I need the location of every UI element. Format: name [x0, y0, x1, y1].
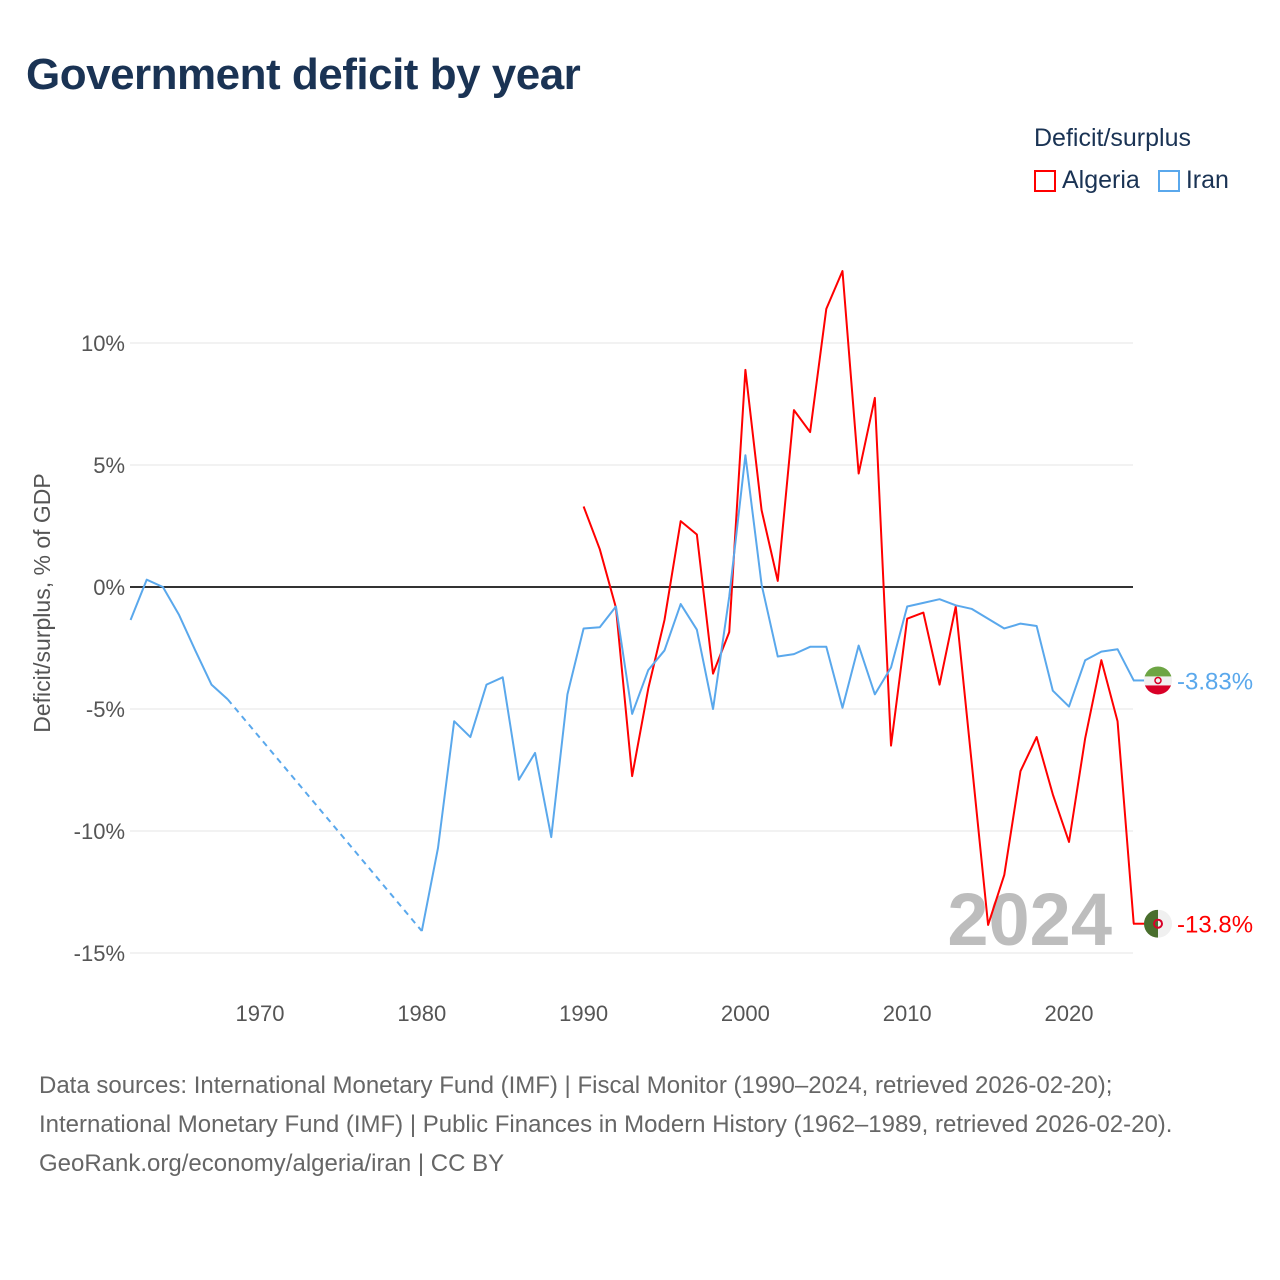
legend-item-iran[interactable]: Iran	[1157, 166, 1229, 195]
flag-body	[1144, 909, 1172, 938]
series-line-algeria	[582, 270, 1135, 926]
legend-title: Deficit/surplus	[1034, 124, 1191, 152]
legend: Algeria Iran	[1034, 166, 1229, 195]
flag-body	[1144, 666, 1172, 695]
x-tick-label: 2020	[1045, 1001, 1094, 1026]
flag-half	[1158, 909, 1172, 938]
series-line-iran	[129, 578, 229, 700]
legend-swatch-algeria	[1034, 169, 1056, 192]
flag-stripe	[1144, 676, 1172, 686]
flag-stripe	[1144, 685, 1172, 695]
flag-iran-icon	[1144, 666, 1172, 695]
y-tick-label: 10%	[81, 331, 125, 356]
flag-crescent	[1153, 918, 1163, 929]
legend-item-algeria[interactable]: Algeria	[1034, 166, 1140, 195]
y-tick-label: -10%	[74, 819, 125, 844]
x-tick-label: 2010	[883, 1001, 932, 1026]
legend-label: Iran	[1185, 166, 1229, 194]
data-sources: Data sources: International Monetary Fun…	[39, 1072, 1173, 1138]
x-tick-label: 1980	[397, 1001, 446, 1026]
series-line-iran	[420, 454, 1135, 932]
y-tick-label: -15%	[74, 941, 125, 966]
x-tick-label: 1990	[559, 1001, 608, 1026]
y-tick-label: 5%	[93, 453, 125, 478]
x-tick-label: 1970	[236, 1001, 285, 1026]
end-value-label-algeria: -13.8%	[1177, 912, 1253, 939]
flag-stripe	[1144, 666, 1172, 677]
x-tick-label: 2000	[721, 1001, 770, 1026]
flag-half	[1144, 909, 1158, 938]
series-line-iran-gap	[226, 698, 423, 932]
credit-link[interactable]: GeoRank.org/economy/algeria/iran | CC BY	[39, 1150, 505, 1177]
y-tick-label: 0%	[93, 575, 125, 600]
flag-emblem	[1154, 676, 1162, 685]
y-axis-label: Deficit/surplus, % of GDP	[29, 473, 55, 732]
chart-title: Government deficit by year	[26, 50, 581, 99]
footer: Data sources: International Monetary Fun…	[39, 1066, 1239, 1183]
year-watermark: 2024	[947, 878, 1112, 961]
line-chart: 10% 5% 0% -5% -10% -15% 1970 1980 1990 2000 2010 20…	[29, 270, 1253, 1026]
legend-label: Algeria	[1062, 166, 1140, 194]
end-value-label-iran: -3.83%	[1177, 668, 1253, 695]
legend-swatch-iran	[1157, 169, 1180, 192]
y-tick-label: -5%	[86, 697, 125, 722]
flag-algeria-icon	[1144, 909, 1172, 938]
